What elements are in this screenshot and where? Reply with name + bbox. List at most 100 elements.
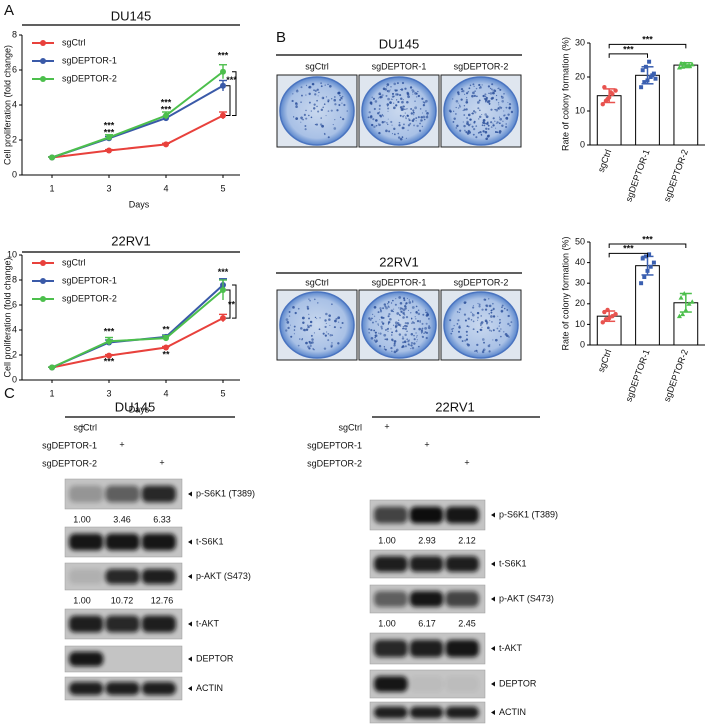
colony	[341, 321, 344, 325]
colony	[375, 124, 378, 127]
colony	[492, 339, 494, 341]
colony	[381, 321, 383, 323]
colony	[380, 325, 383, 328]
colony	[407, 95, 410, 99]
colony	[485, 96, 488, 99]
colony	[487, 127, 490, 131]
colony	[476, 316, 479, 319]
colony	[378, 123, 381, 127]
colony	[474, 350, 476, 352]
colony	[490, 309, 493, 312]
colony	[462, 89, 465, 93]
colony	[313, 298, 316, 301]
colony	[320, 85, 323, 88]
colony	[314, 93, 317, 96]
colony	[337, 321, 340, 323]
colony	[297, 344, 300, 347]
colony	[478, 305, 481, 308]
data-point	[680, 311, 686, 317]
x-tick-label: sgDEPTOR-2	[662, 348, 690, 403]
colony	[387, 330, 389, 332]
colony	[391, 331, 393, 334]
colony	[458, 311, 460, 314]
colony-label: sgDEPTOR-1	[372, 277, 427, 287]
colony	[333, 326, 336, 329]
colony	[390, 328, 392, 330]
colony	[492, 302, 494, 305]
colony	[490, 315, 493, 318]
blot-title: DU145	[115, 399, 155, 414]
colony	[377, 311, 380, 314]
colony	[376, 338, 378, 340]
colony	[403, 123, 405, 126]
colony	[301, 316, 305, 320]
colony	[415, 332, 417, 334]
data-point	[678, 295, 684, 300]
colony	[401, 337, 405, 340]
colony	[509, 324, 511, 327]
colony	[406, 338, 409, 341]
bracket	[226, 85, 231, 116]
colony	[405, 117, 407, 120]
colony	[476, 351, 478, 353]
colony	[385, 129, 388, 133]
colony	[306, 307, 310, 310]
colony	[399, 137, 403, 141]
colony	[405, 315, 409, 319]
colony	[475, 136, 478, 139]
colony	[404, 327, 408, 331]
colony	[415, 311, 418, 313]
colony	[308, 92, 311, 96]
data-point	[106, 134, 112, 141]
colony	[346, 110, 348, 112]
x-tick-label: sgCtrl	[596, 148, 613, 174]
colony	[337, 91, 341, 95]
colony	[382, 322, 385, 325]
colony	[499, 344, 501, 346]
data-point	[676, 313, 682, 319]
colony	[329, 333, 332, 337]
colony	[460, 98, 463, 101]
blot-band	[105, 533, 140, 551]
colony	[422, 115, 426, 119]
colony	[472, 306, 475, 309]
colony	[305, 109, 307, 112]
colony	[416, 339, 418, 341]
y-tick-label: 0	[580, 139, 585, 149]
colony	[292, 116, 295, 118]
colony	[393, 82, 396, 86]
colony	[487, 124, 490, 127]
colony	[374, 331, 377, 334]
colony	[391, 338, 394, 341]
y-axis-label: Cell proliferation (fold change)	[2, 45, 12, 165]
colony	[453, 117, 456, 120]
colony	[399, 314, 401, 317]
colony	[407, 124, 411, 127]
colony	[370, 329, 373, 332]
colony	[507, 101, 509, 104]
colony	[378, 108, 381, 110]
colony	[416, 96, 418, 98]
colony	[407, 343, 410, 346]
colony	[372, 321, 374, 324]
colony	[394, 303, 397, 306]
colony	[484, 319, 488, 323]
colony	[503, 110, 505, 112]
blot-band	[69, 485, 104, 503]
colony	[319, 123, 323, 126]
colony	[334, 319, 337, 323]
colony	[327, 339, 330, 342]
colony	[485, 304, 487, 307]
colony	[316, 88, 319, 91]
colony	[465, 301, 467, 303]
colony	[413, 124, 416, 127]
colony	[401, 81, 405, 85]
colony	[400, 97, 403, 100]
colony	[503, 93, 505, 95]
colony	[482, 130, 485, 133]
band-arrow	[491, 512, 495, 518]
blot-band	[69, 568, 104, 585]
colony	[501, 304, 504, 307]
colony	[379, 307, 382, 310]
colony	[392, 299, 394, 302]
